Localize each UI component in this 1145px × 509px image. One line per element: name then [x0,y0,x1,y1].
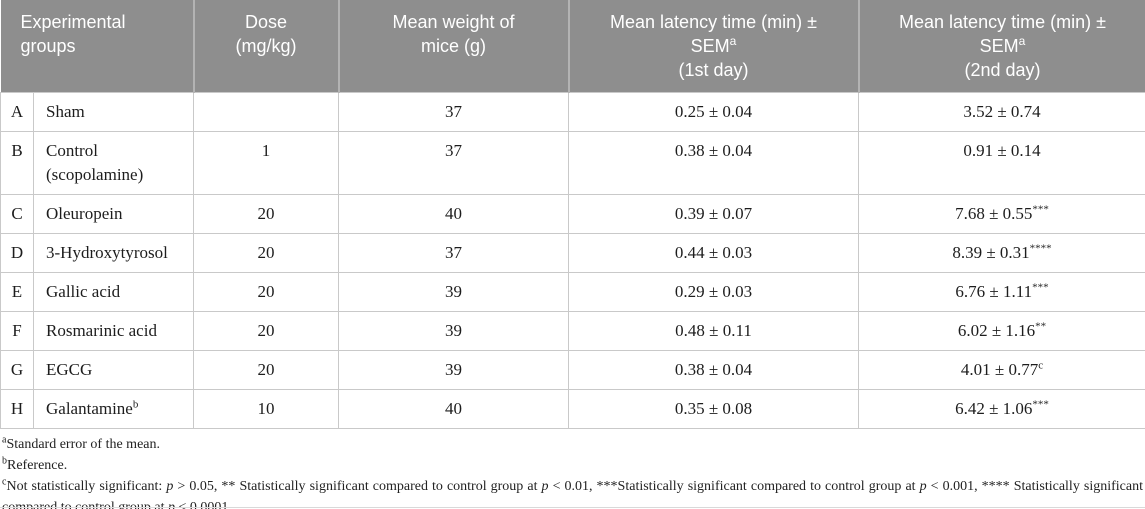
cell-latency-day1: 0.39 ± 0.07 [568,194,859,234]
table-row-c: C Oleuropein 20 40 0.39 ± 0.07 7.68 ± 0.… [0,194,1145,234]
header-line: (2nd day) [964,60,1041,80]
cell-latency-day2: 6.02 ± 1.16** [858,311,1145,351]
table-row-a: A Sham 37 0.25 ± 0.04 3.52 ± 0.74 [0,92,1145,132]
results-table: Experimental groups Dose (mg/kg) Mean we… [0,0,1145,429]
cell-weight: 37 [338,92,569,132]
cell-group-name: EGCG [33,350,194,390]
header-line: SEMa [576,34,852,58]
cell-weight: 37 [338,233,569,273]
header-line: (mg/kg) [235,36,297,56]
cell-weight: 39 [338,311,569,351]
table-row-b: B Control (scopolamine) 1 37 0.38 ± 0.04… [0,131,1145,195]
cell-latency-day1: 0.25 ± 0.04 [568,92,859,132]
header-sem-label: SEM [690,36,730,56]
cell-letter: F [0,311,34,351]
cell-latency-day2: 6.42 ± 1.06*** [858,389,1145,429]
cell-weight: 39 [338,350,569,390]
table-row-d: D 3-Hydroxytyrosol 20 37 0.44 ± 0.03 8.3… [0,233,1145,273]
cell-dose [193,92,339,132]
col-header-experimental-groups: Experimental groups [0,0,194,93]
cell-weight: 39 [338,272,569,312]
cell-letter: D [0,233,34,273]
cell-letter: B [0,131,34,195]
cell-dose: 20 [193,350,339,390]
cell-group-name: 3-Hydroxytyrosol [33,233,194,273]
cell-latency-day2: 0.91 ± 0.14 [858,131,1145,195]
cell-latency-day2: 6.76 ± 1.11*** [858,272,1145,312]
cell-dose: 1 [193,131,339,195]
bottom-rule [0,507,1145,508]
footnote-b: bReference. [2,455,68,473]
footnote-marker: a [2,434,7,446]
cell-group-name: Rosmarinic acid [33,311,194,351]
footnote-a: aStandard error of the mean. [2,434,161,452]
cell-latency-day2: 7.68 ± 0.55*** [858,194,1145,234]
cell-group-name: Sham [33,92,194,132]
cell-dose: 20 [193,272,339,312]
header-line: (1st day) [678,60,749,80]
cell-weight: 40 [338,389,569,429]
cell-letter: G [0,350,34,390]
cell-latency-day2: 4.01 ± 0.77c [858,350,1145,390]
table-row-e: E Gallic acid 20 39 0.29 ± 0.03 6.76 ± 1… [0,272,1145,312]
footnote-marker: b [2,455,7,467]
header-line: Mean latency time (min) ± [610,12,817,32]
cell-letter: A [0,92,34,132]
cell-dose: 10 [193,389,339,429]
col-header-dose: Dose (mg/kg) [192,0,339,93]
cell-weight: 40 [338,194,569,234]
cell-latency-day2: 8.39 ± 0.31**** [858,233,1145,273]
cell-latency-day1: 0.38 ± 0.04 [568,350,859,390]
header-line: Mean latency time (min) ± [899,12,1106,32]
header-sem-label: SEM [979,36,1019,56]
cell-latency-day2: 3.52 ± 0.74 [858,92,1145,132]
cell-latency-day1: 0.44 ± 0.03 [568,233,859,273]
footnote-marker-a: a [729,34,737,48]
cell-latency-day1: 0.35 ± 0.08 [568,389,859,429]
cell-weight: 37 [338,131,569,195]
cell-letter: E [0,272,34,312]
col-header-mean-weight: Mean weight of mice (g) [337,0,569,93]
header-line: Mean weight of [392,12,515,32]
cell-group-name: Oleuropein [33,194,194,234]
header-line: SEMa [866,34,1140,58]
table-row-h: H Galantamineb 10 40 0.35 ± 0.08 6.42 ± … [0,389,1145,429]
cell-group-name: Gallic acid [33,272,194,312]
footnote-marker-a: a [1018,34,1026,48]
header-line: mice (g) [420,36,486,56]
table-row-g: G EGCG 20 39 0.38 ± 0.04 4.01 ± 0.77c [0,350,1145,390]
col-header-latency-day2: Mean latency time (min) ± SEMa (2nd day) [857,0,1145,93]
cell-latency-day1: 0.48 ± 0.11 [568,311,859,351]
cell-group-name: Galantamineb [33,389,194,429]
table-row-f: F Rosmarinic acid 20 39 0.48 ± 0.11 6.02… [0,311,1145,351]
cell-letter: C [0,194,34,234]
table-footnotes: aStandard error of the mean. bReference.… [0,434,1145,509]
header-line: Dose [244,12,288,32]
cell-dose: 20 [193,233,339,273]
cell-group-name: Control (scopolamine) [33,131,194,195]
cell-dose: 20 [193,311,339,351]
col-header-latency-day1: Mean latency time (min) ± SEMa (1st day) [567,0,859,93]
table-header-row: Experimental groups Dose (mg/kg) Mean we… [0,0,1145,93]
cell-latency-day1: 0.38 ± 0.04 [568,131,859,195]
footnote-c: cNot statistically significant: p > 0.05… [2,476,1143,509]
cell-latency-day1: 0.29 ± 0.03 [568,272,859,312]
cell-dose: 20 [193,194,339,234]
footnote-marker: c [2,476,7,488]
cell-letter: H [0,389,34,429]
